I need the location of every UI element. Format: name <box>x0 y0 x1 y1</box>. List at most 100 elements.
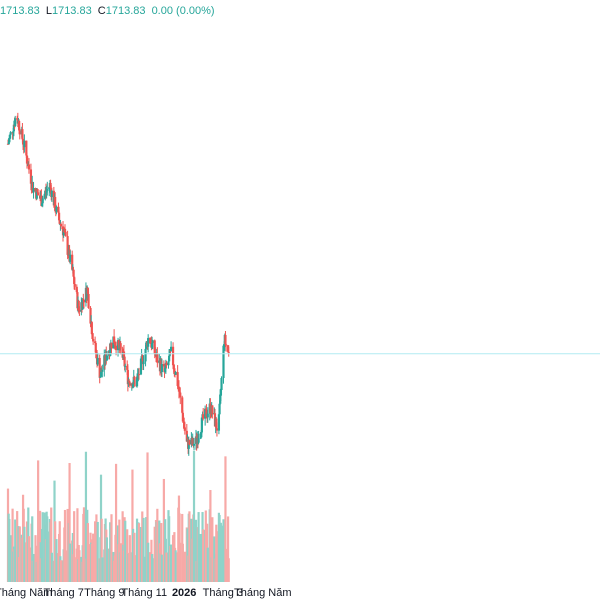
volume-bar <box>215 531 219 582</box>
candle-body <box>179 392 182 398</box>
candle-body <box>72 269 75 277</box>
candle-body <box>173 368 176 372</box>
volume-bar <box>78 550 81 582</box>
legend-close-value: 1713.83 <box>105 5 146 17</box>
candle-body <box>99 376 102 378</box>
candle-body <box>116 340 120 351</box>
candle-body <box>178 391 181 393</box>
candle-body <box>46 189 49 191</box>
volume-bar <box>119 543 122 582</box>
volume-bar <box>64 550 67 582</box>
candle-body <box>73 283 76 287</box>
candle-body <box>139 358 143 375</box>
candle-body <box>50 190 53 198</box>
candle-body <box>113 336 116 343</box>
legend-high-value: 1713.83 <box>0 5 40 17</box>
candle-body <box>147 337 150 347</box>
volume-bar <box>142 517 145 582</box>
x-tick-label: 2026 <box>172 587 196 599</box>
volume-bar <box>96 521 99 582</box>
volume-bar <box>37 460 40 582</box>
candle-body <box>36 189 39 193</box>
candle-body <box>57 206 60 213</box>
candle-body <box>142 361 145 365</box>
volume-bar <box>204 510 207 582</box>
volume-bar <box>224 456 227 582</box>
candle-body <box>78 310 81 312</box>
candle-body <box>165 362 168 366</box>
x-tick-label: Tháng Năm <box>234 587 291 599</box>
candle-body <box>177 385 180 388</box>
volume-bar <box>50 552 53 582</box>
candle-body <box>89 307 92 324</box>
candle-body <box>164 367 167 372</box>
candle-body <box>31 182 34 193</box>
volume-bar <box>23 526 26 582</box>
candle-body <box>149 337 152 343</box>
volume-bar <box>82 507 86 582</box>
candle-body <box>61 226 65 236</box>
volume-bar <box>151 558 154 582</box>
candle-body <box>82 299 86 303</box>
candle-body <box>86 288 90 295</box>
candle-body <box>25 155 29 164</box>
candle-body <box>160 364 164 373</box>
candle-body <box>123 356 126 367</box>
candle-body <box>37 192 40 196</box>
candle-body <box>132 384 135 388</box>
candle-body <box>55 206 58 212</box>
volume-bar <box>220 525 223 582</box>
candle-body <box>96 357 99 365</box>
volume-bar <box>59 560 63 582</box>
candle-body <box>211 405 214 415</box>
volume-bar <box>133 532 136 582</box>
candle-body <box>199 433 202 438</box>
candle-body <box>48 187 51 190</box>
candle-body <box>219 390 222 395</box>
candle-body <box>98 357 101 378</box>
candle-body <box>40 203 44 206</box>
legend-low-value: 1713.83 <box>51 5 92 17</box>
volume-bar <box>11 508 14 582</box>
candle-body <box>90 322 93 335</box>
volume-bar <box>211 517 214 582</box>
candle-body <box>71 254 74 270</box>
candle-body <box>206 417 209 419</box>
volume-bar <box>31 516 34 582</box>
candle-body <box>185 430 188 442</box>
legend-change-value: 0.00 <box>151 5 173 17</box>
candle-body <box>132 376 135 385</box>
candle-body <box>64 231 67 237</box>
candle-body <box>171 346 175 366</box>
candle-body <box>200 432 203 434</box>
candle-body <box>176 372 179 386</box>
volume-bar <box>139 526 143 582</box>
candle-body <box>110 342 113 349</box>
volume-bar <box>218 514 221 582</box>
volume-bar <box>92 533 95 582</box>
volume-bar <box>165 552 168 582</box>
candle-body <box>156 353 159 363</box>
candle-body <box>124 365 127 367</box>
volume-bar <box>128 535 131 582</box>
candle-layer <box>6 112 230 456</box>
candle-body <box>135 378 139 387</box>
candle-body <box>167 361 170 366</box>
x-tick-label: Tháng Năm <box>0 587 52 599</box>
candle-body <box>192 437 195 446</box>
candle-body <box>12 124 15 132</box>
candle-body <box>45 190 48 193</box>
volume-bar <box>209 531 213 582</box>
candle-body <box>122 352 126 357</box>
volume-bar <box>162 478 165 582</box>
candle-body <box>169 346 173 352</box>
candle-body <box>43 193 46 199</box>
volume-bar <box>114 463 118 582</box>
volume-bar <box>16 511 19 582</box>
candle-body <box>54 196 57 211</box>
candle-body <box>137 374 141 376</box>
candle-body <box>114 345 118 351</box>
